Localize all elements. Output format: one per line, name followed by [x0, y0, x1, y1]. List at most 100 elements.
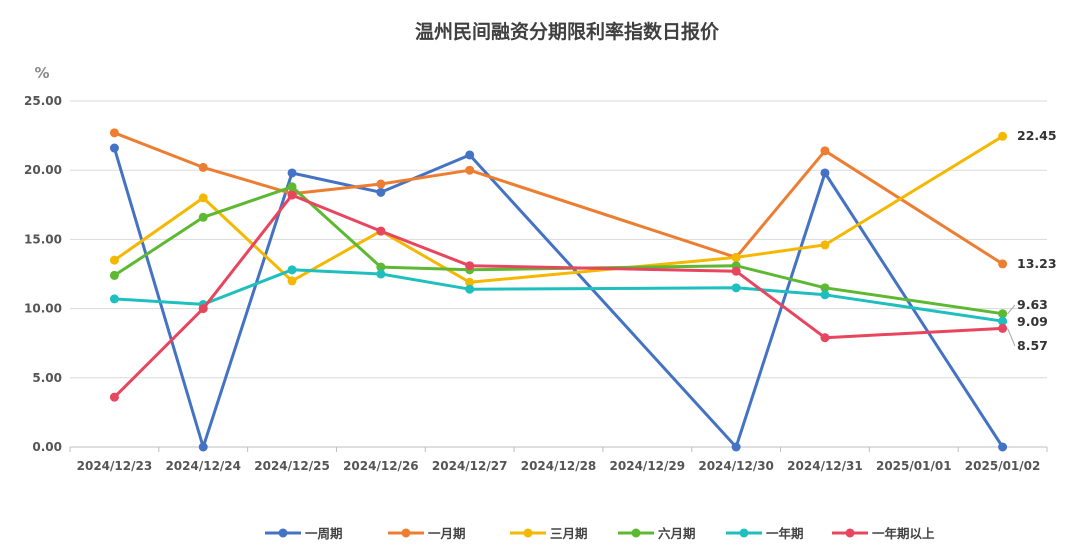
data-point: [731, 283, 741, 293]
y-axis-ticks: 0.00 5.00 10.00 15.00 20.00 25.00: [24, 94, 62, 454]
gridlines: [70, 100, 1047, 448]
data-point: [109, 294, 119, 304]
legend-marker: [401, 528, 411, 538]
data-point: [998, 131, 1008, 141]
label-leader-line: [1007, 328, 1016, 347]
series-line: [113, 185, 1003, 316]
data-point: [820, 290, 830, 300]
series-line: [113, 131, 1004, 266]
legend-item: 六月期: [618, 526, 696, 541]
legend-item: 三月期: [510, 526, 588, 541]
data-point: [198, 442, 208, 452]
x-tick-label: 2025/01/01: [876, 459, 952, 473]
legend: 一周期 一月期 三月期 六月期 一年期 一年期以上: [265, 526, 935, 541]
data-point: [998, 259, 1008, 269]
data-point: [287, 168, 297, 178]
y-tick-label: 25.00: [24, 94, 62, 108]
y-tick-label: 15.00: [24, 232, 62, 246]
series-line: [113, 193, 1003, 399]
legend-item: 一年期: [726, 526, 804, 541]
data-point: [376, 262, 386, 272]
data-point: [465, 261, 475, 271]
legend-item: 一月期: [388, 526, 466, 541]
data-point: [731, 442, 741, 452]
data-label: 9.63: [1017, 297, 1048, 312]
data-point: [198, 193, 208, 203]
legend-label: 一年期: [766, 526, 804, 541]
data-point: [465, 150, 475, 160]
legend-item: 一年期以上: [832, 526, 935, 541]
legend-label: 一月期: [428, 526, 466, 541]
legend-label: 六月期: [658, 526, 696, 541]
chart-title: 温州民间融资分期限利率指数日报价: [415, 20, 720, 43]
data-point: [820, 333, 830, 343]
x-tick-label: 2024/12/27: [432, 459, 508, 473]
data-point: [820, 240, 830, 250]
x-tick-label: 2024/12/23: [77, 459, 153, 473]
x-tick-label: 2024/12/30: [698, 459, 774, 473]
x-tick-label: 2024/12/29: [610, 459, 686, 473]
data-point: [998, 316, 1008, 326]
watermark-logo-icon: [11, 526, 47, 548]
data-point: [820, 283, 830, 293]
y-axis-unit-label: %: [34, 64, 49, 82]
legend-item: 一周期: [265, 526, 343, 541]
data-label: 8.57: [1017, 338, 1048, 353]
x-tick-label: 2024/12/25: [254, 459, 330, 473]
legend-label: 一周期: [305, 526, 343, 541]
data-label: 13.23: [1017, 256, 1057, 271]
data-point: [109, 255, 119, 265]
data-point: [109, 270, 119, 280]
x-tick-label: 2024/12/31: [787, 459, 863, 473]
y-tick-label: 0.00: [32, 440, 62, 454]
data-point: [287, 182, 297, 192]
legend-label: 三月期: [550, 526, 588, 541]
data-point: [998, 323, 1008, 333]
series-line: [112, 147, 1004, 449]
data-point: [376, 187, 386, 197]
data-point: [287, 265, 297, 275]
data-point: [465, 284, 475, 294]
x-tick-label: 2024/12/28: [521, 459, 597, 473]
data-point: [376, 269, 386, 279]
data-point: [109, 392, 119, 402]
series-lines: [109, 128, 1008, 452]
data-point: [109, 128, 119, 138]
data-point: [998, 442, 1008, 452]
x-tick-label: 2024/12/26: [343, 459, 419, 473]
data-point: [287, 190, 297, 200]
legend-label: 一年期以上: [872, 526, 935, 541]
data-point: [465, 165, 475, 175]
legend-marker: [278, 528, 288, 538]
data-point: [465, 277, 475, 287]
label-leader-line: [1007, 304, 1016, 315]
data-point: [998, 309, 1008, 319]
data-point: [109, 143, 119, 153]
series-line: [114, 268, 1003, 323]
data-point: [820, 168, 830, 178]
watermark: 大数跨境: [11, 526, 120, 549]
data-label: 9.09: [1017, 314, 1048, 329]
data-point: [820, 146, 830, 156]
data-point: [731, 266, 741, 276]
data-point: [376, 226, 386, 236]
data-point: [198, 162, 208, 172]
data-label: 22.45: [1017, 128, 1057, 143]
data-labels: 13.23 22.45 9.63 9.09 8.57: [1007, 128, 1057, 353]
x-axis-ticks: 2024/12/23 2024/12/24 2024/12/25 2024/12/26…: [69, 447, 1048, 473]
legend-marker: [631, 528, 641, 538]
data-point: [731, 252, 741, 262]
y-tick-label: 20.00: [24, 163, 62, 177]
y-tick-label: 5.00: [32, 371, 62, 385]
legend-marker: [845, 528, 855, 538]
legend-marker: [739, 528, 749, 538]
x-tick-label: 2024/12/24: [165, 459, 241, 473]
y-tick-label: 10.00: [24, 302, 62, 316]
x-tick-label: 2025/01/02: [965, 459, 1041, 473]
watermark-text: 大数跨境: [52, 528, 120, 549]
data-point: [198, 212, 208, 222]
data-point: [198, 304, 208, 314]
data-point: [287, 276, 297, 286]
